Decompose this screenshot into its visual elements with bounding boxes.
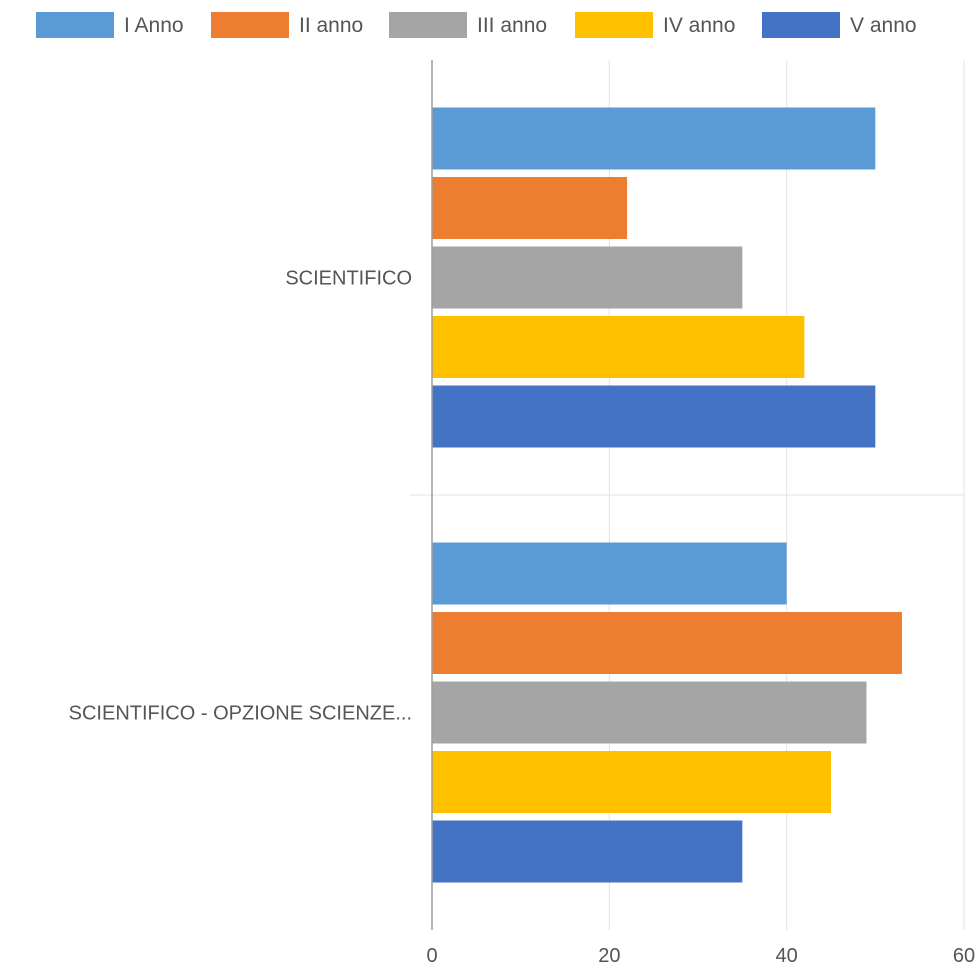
bar-2-2 (432, 612, 902, 674)
category-label-1: SCIENTIFICO (285, 268, 412, 290)
axes: SCIENTIFICO SCIENTIFICO - OPZIONE SCIENZE… (69, 60, 975, 967)
legend-label-4: IV anno (663, 14, 735, 37)
x-tick-label-2: 40 (776, 945, 798, 967)
bars (432, 107, 902, 883)
legend-swatch-5 (762, 12, 840, 38)
bar-2-4 (432, 751, 831, 813)
legend-label-2: II anno (299, 14, 363, 37)
legend-item-1[interactable]: I Anno (36, 12, 184, 38)
legend-swatch-4 (575, 12, 653, 38)
bar-1-3 (432, 246, 743, 309)
legend-item-3[interactable]: III anno (389, 12, 547, 38)
bar-2-3 (432, 681, 867, 744)
legend-swatch-1 (36, 12, 114, 38)
legend-label-1: I Anno (124, 14, 184, 37)
bar-1-2 (432, 177, 628, 239)
legend-item-5[interactable]: V anno (762, 12, 917, 38)
bar-1-4 (432, 316, 805, 378)
bar-2-5 (432, 820, 743, 883)
legend-swatch-2 (211, 12, 289, 38)
bar-1-5 (432, 385, 876, 448)
x-tick-label-3: 60 (953, 945, 975, 967)
category-label-2: SCIENTIFICO - OPZIONE SCIENZE... (69, 703, 412, 725)
bar-2-1 (432, 542, 787, 605)
legend-item-2[interactable]: II anno (211, 12, 363, 38)
legend: I Anno II anno III anno IV anno V anno (36, 12, 917, 38)
x-tick-label-0: 0 (426, 945, 437, 967)
legend-item-4[interactable]: IV anno (575, 12, 735, 38)
legend-swatch-3 (389, 12, 467, 38)
legend-label-5: V anno (850, 14, 917, 37)
x-tick-label-1: 20 (598, 945, 620, 967)
bar-1-1 (432, 107, 876, 170)
legend-label-3: III anno (477, 14, 547, 37)
